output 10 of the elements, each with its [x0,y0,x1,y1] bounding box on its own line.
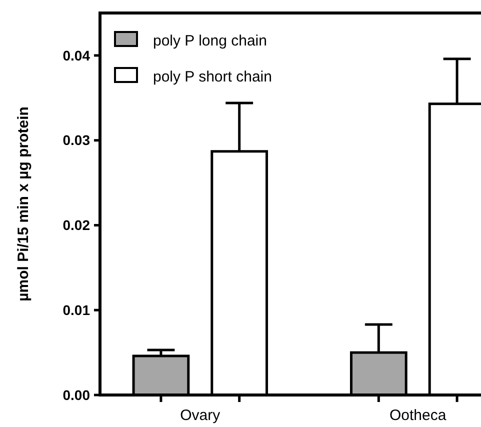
y-tick-label: 0.02 [62,217,90,234]
y-axis-title: µmol Pi/15 min x µg protein [15,106,32,302]
y-tick-label: 0.03 [62,132,90,148]
y-tick-label: 0.01 [62,302,90,318]
legend-label: poly P short chain [153,68,272,86]
y-tick-label: 0.04 [62,47,90,64]
x-tick-label: Ootheca [389,407,447,424]
x-tick-label: Ovary [180,407,221,424]
y-tick-label: 0.00 [62,386,90,403]
legend-label: poly P long chain [153,32,267,50]
